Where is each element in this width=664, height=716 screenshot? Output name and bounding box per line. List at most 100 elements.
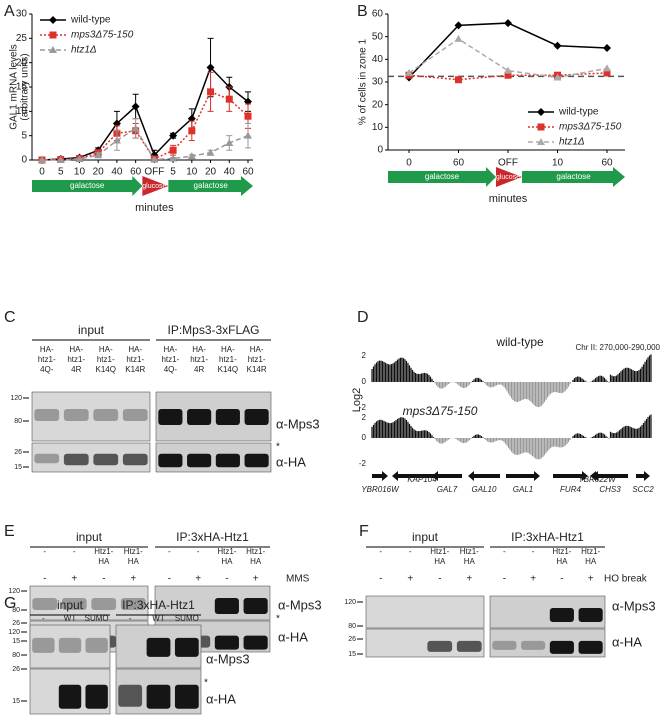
timeline-arrow bbox=[496, 167, 522, 187]
blot-band bbox=[521, 640, 546, 650]
marker-label: 26 bbox=[12, 666, 20, 673]
panel-label: C bbox=[4, 309, 16, 326]
lane-label: HA bbox=[556, 557, 568, 566]
marker-label: 15 bbox=[14, 464, 22, 471]
lane-label: Htz1- bbox=[552, 547, 571, 556]
blot-band bbox=[34, 453, 60, 464]
blot-band bbox=[158, 409, 183, 426]
marker bbox=[603, 64, 611, 72]
group-label: input bbox=[76, 530, 103, 544]
lane-sign: - bbox=[503, 574, 506, 585]
gene-label: GAL10 bbox=[472, 485, 497, 494]
x-tick-label: 10 bbox=[186, 167, 198, 178]
group-label: IP:Mps3-3xFLAG bbox=[167, 323, 259, 337]
marker bbox=[49, 46, 57, 53]
gene-label: GAL1 bbox=[513, 485, 533, 494]
blot-band bbox=[187, 409, 212, 426]
gene-label: YBR016W bbox=[361, 485, 400, 494]
marker bbox=[553, 41, 562, 50]
probe-label: α-Mps3 bbox=[206, 651, 250, 666]
marker bbox=[504, 66, 512, 74]
lane-sign: - bbox=[43, 574, 46, 585]
lane-sign: - bbox=[438, 574, 441, 585]
track-signal bbox=[371, 354, 652, 382]
x-tick-label: 10 bbox=[552, 158, 564, 169]
blot-band bbox=[578, 640, 603, 654]
lane-label: Htz1- bbox=[246, 547, 265, 556]
gene-label: SCC2 bbox=[632, 485, 654, 494]
marker bbox=[169, 131, 178, 140]
lane-label: HA bbox=[221, 557, 233, 566]
probe-label: α-Mps3 bbox=[276, 416, 320, 431]
lane-label: K14Q bbox=[96, 365, 116, 374]
lane-sign: - bbox=[225, 574, 228, 585]
lane-sign: + bbox=[588, 574, 594, 585]
y-tick-label: 30 bbox=[372, 77, 384, 88]
lane-sign: + bbox=[195, 574, 201, 585]
marker bbox=[131, 124, 140, 132]
marker bbox=[56, 156, 65, 163]
marker bbox=[504, 19, 512, 28]
marker bbox=[244, 112, 252, 120]
y-tick-label: 0 bbox=[21, 155, 27, 166]
y-axis-label: GAL1 mRNA levels bbox=[9, 44, 20, 130]
lane-label: HA- bbox=[192, 345, 206, 354]
legend-label: htz1Δ bbox=[71, 45, 97, 56]
blot-band bbox=[549, 608, 574, 622]
marker bbox=[537, 138, 545, 145]
blot-band bbox=[58, 684, 82, 709]
blot-band bbox=[122, 409, 148, 422]
x-tick-label: 40 bbox=[224, 167, 236, 178]
x-axis-label: minutes bbox=[135, 202, 174, 214]
timeline-label: glucose bbox=[496, 174, 520, 181]
marker bbox=[207, 88, 215, 96]
x-axis-label: minutes bbox=[489, 193, 528, 205]
blot-band bbox=[63, 409, 89, 422]
lane-label: - bbox=[409, 547, 412, 556]
treatment-label: MMS bbox=[286, 574, 310, 585]
x-tick-label: 60 bbox=[601, 158, 613, 169]
lane-label: HA bbox=[128, 557, 140, 566]
track-signal bbox=[434, 438, 610, 460]
blot-band bbox=[549, 640, 574, 654]
probe-label: α-Mps3 bbox=[612, 598, 656, 613]
lane-label: - bbox=[532, 547, 535, 556]
lane-label: Htz1- bbox=[460, 547, 479, 556]
y-tick-label: 0 bbox=[377, 145, 383, 156]
x-tick-label: OFF bbox=[144, 167, 164, 178]
lane-label: - bbox=[503, 547, 506, 556]
lane-sign: - bbox=[560, 574, 563, 585]
treatment-label: HO break bbox=[604, 574, 648, 585]
marker bbox=[225, 95, 233, 103]
blot-band bbox=[93, 409, 119, 422]
blot-band bbox=[243, 635, 268, 650]
marker-label: 15 bbox=[12, 638, 20, 645]
probe-label: α-HA bbox=[206, 691, 236, 706]
marker-label: 80 bbox=[14, 418, 22, 425]
marker bbox=[206, 63, 215, 72]
blot-band bbox=[427, 640, 453, 652]
y-tick-label: 50 bbox=[372, 31, 384, 42]
marker bbox=[244, 131, 252, 139]
probe-label: α-Mps3 bbox=[278, 597, 322, 612]
lane-sign: - bbox=[102, 574, 105, 585]
lane-label: - bbox=[129, 614, 132, 623]
marker-label: 26 bbox=[12, 620, 20, 627]
y-tick-label: 2 bbox=[362, 413, 367, 422]
marker-label: 120 bbox=[10, 395, 22, 402]
y-tick-label: 5 bbox=[21, 130, 27, 141]
blot-image bbox=[365, 595, 485, 629]
lane-label: HA bbox=[464, 557, 476, 566]
y-tick-label: 20 bbox=[16, 57, 28, 68]
y-tick-label: 0 bbox=[362, 377, 367, 386]
timeline-arrow bbox=[142, 176, 169, 196]
marker-label: 120 bbox=[8, 588, 20, 595]
blot-band bbox=[174, 684, 199, 709]
series-line bbox=[408, 38, 608, 79]
lane-label: - bbox=[43, 547, 46, 556]
lane-sign: + bbox=[130, 574, 136, 585]
y-tick-label: 40 bbox=[372, 54, 384, 65]
blot-band bbox=[118, 684, 143, 707]
probe-label: α-HA bbox=[612, 634, 642, 649]
lane-label: htz1- bbox=[248, 355, 266, 364]
